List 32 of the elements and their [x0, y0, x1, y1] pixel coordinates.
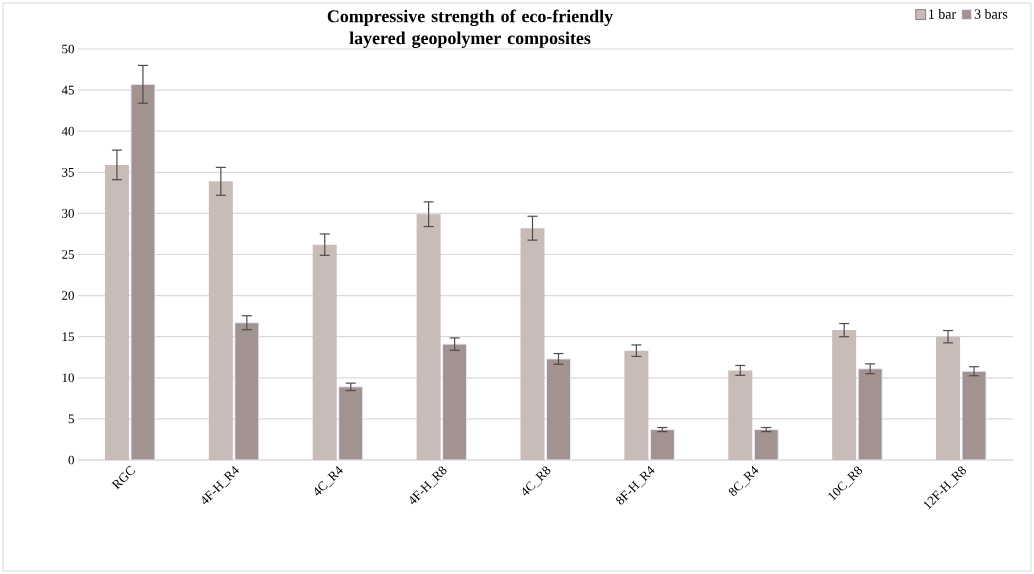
bar: [728, 370, 753, 460]
bar: [338, 386, 364, 461]
bar: [442, 343, 468, 461]
y-tick-label: 30: [62, 209, 74, 218]
y-tick-label: 15: [62, 332, 74, 342]
bar: [832, 330, 857, 460]
bar: [546, 358, 571, 461]
bar: [520, 228, 545, 460]
y-tick-label: 25: [62, 250, 74, 259]
y-tick-label: 5: [68, 414, 74, 424]
y-tick-label: 0: [68, 455, 74, 465]
bar: [936, 336, 961, 460]
y-tick-label: 45: [61, 85, 74, 95]
legend-label: 3 bars: [974, 8, 1008, 19]
y-tick-label: 50: [62, 44, 74, 54]
chart-title: Compressive strength of eco-friendly layered geopolymer composites: [327, 9, 613, 49]
bar: [234, 322, 260, 461]
y-tick-label: 35: [62, 167, 74, 177]
bar: [961, 370, 987, 461]
bar: [208, 181, 233, 460]
y-tick-label: 10: [62, 373, 74, 383]
bar: [104, 164, 129, 460]
bar: [753, 429, 779, 461]
bar: [416, 214, 441, 460]
legend-label: 1 bar: [929, 8, 957, 19]
y-tick-label: 20: [62, 291, 74, 300]
y-tick-label: 40: [61, 126, 74, 136]
bar: [312, 244, 337, 460]
bar: [130, 83, 156, 461]
bar: [857, 368, 883, 461]
bar: [624, 350, 649, 460]
bar: [649, 429, 675, 461]
